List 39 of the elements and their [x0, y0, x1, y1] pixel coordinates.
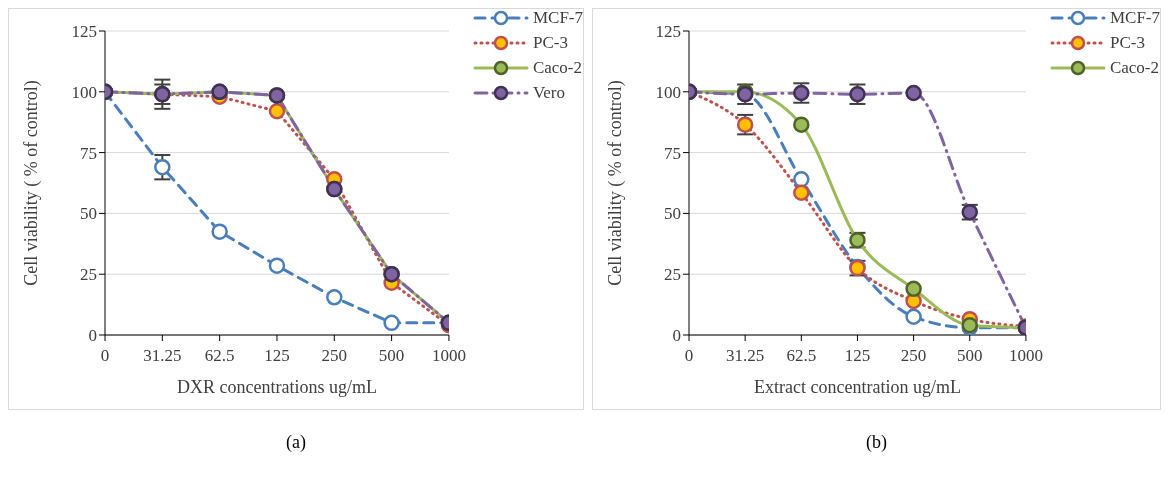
- y-tick-label: 0: [672, 326, 681, 346]
- y-tick-label: 75: [80, 143, 97, 163]
- y-tick-label: 0: [88, 326, 97, 346]
- y-tick-label: 50: [80, 204, 97, 224]
- text: (a): [285, 432, 307, 453]
- legend-label: MCF-7: [532, 7, 583, 29]
- legend-label: PC-3: [1109, 32, 1145, 54]
- legend-label: Caco-2: [1109, 57, 1160, 79]
- x-tick-label: 31.25: [726, 346, 765, 366]
- x-tick-label: 62.5: [204, 346, 235, 366]
- x-tick-label: 250: [321, 346, 348, 366]
- x-tick-label: 500: [957, 346, 983, 366]
- x-tick-label: 125: [844, 346, 871, 366]
- y-tick-label: 25: [80, 265, 97, 285]
- y-tick-label: 125: [71, 22, 97, 42]
- y-axis-title: Cell viability ( % of control): [605, 80, 627, 286]
- x-tick-label: 125: [264, 346, 290, 366]
- y-tick-label: 50: [664, 204, 681, 224]
- y-tick-label: 125: [655, 22, 681, 42]
- y-tick-label: 75: [664, 143, 681, 163]
- x-tick-label: 0: [684, 346, 694, 366]
- legend-label: Vero: [532, 82, 566, 104]
- text: (b): [865, 432, 888, 453]
- x-tick-label: 1000: [431, 346, 466, 366]
- legend-label: Caco-2: [532, 57, 583, 79]
- x-axis-title: DXR concentrations ug/mL: [176, 377, 377, 397]
- legend-label: PC-3: [532, 32, 568, 54]
- x-tick-label: 62.5: [786, 346, 817, 366]
- x-tick-label: 31.25: [143, 346, 182, 366]
- x-tick-label: 0: [100, 346, 110, 366]
- x-axis-title: Extract concentration ug/mL: [754, 377, 961, 397]
- y-axis-title: Cell viability ( % of control): [21, 80, 43, 286]
- legend-label: MCF-7: [1109, 7, 1160, 29]
- y-tick-label: 25: [664, 265, 681, 285]
- x-tick-label: 500: [378, 346, 405, 366]
- y-tick-label: 100: [655, 82, 681, 102]
- x-tick-label: 1000: [1008, 346, 1043, 366]
- y-tick-label: 100: [71, 82, 97, 102]
- x-tick-label: 250: [900, 346, 927, 366]
